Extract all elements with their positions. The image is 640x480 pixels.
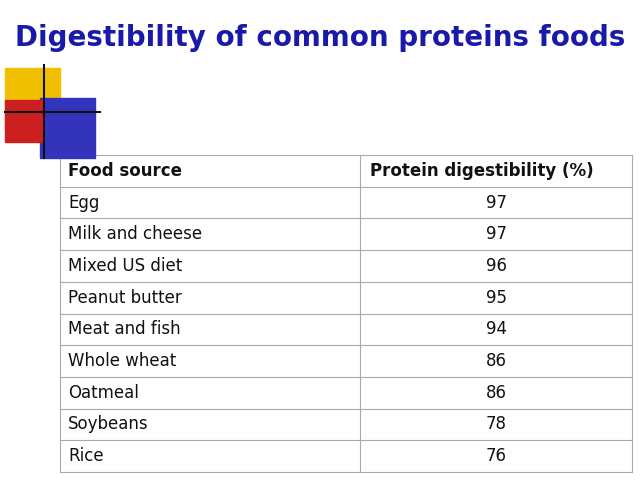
Text: Rice: Rice xyxy=(68,447,104,465)
Bar xyxy=(5,68,60,128)
Text: Protein digestibility (%): Protein digestibility (%) xyxy=(371,162,594,180)
Bar xyxy=(5,100,43,142)
Text: Meat and fish: Meat and fish xyxy=(68,320,180,338)
Text: Mixed US diet: Mixed US diet xyxy=(68,257,182,275)
Text: Egg: Egg xyxy=(68,193,99,212)
Text: 95: 95 xyxy=(486,288,507,307)
Text: Oatmeal: Oatmeal xyxy=(68,384,139,402)
Text: Digestibility of common proteins foods: Digestibility of common proteins foods xyxy=(15,24,625,52)
Text: Milk and cheese: Milk and cheese xyxy=(68,225,202,243)
Text: 97: 97 xyxy=(486,193,507,212)
Bar xyxy=(40,98,95,158)
Text: 94: 94 xyxy=(486,320,507,338)
Text: 86: 86 xyxy=(486,384,507,402)
Text: Whole wheat: Whole wheat xyxy=(68,352,176,370)
Text: Peanut butter: Peanut butter xyxy=(68,288,182,307)
Text: 86: 86 xyxy=(486,352,507,370)
Text: Food source: Food source xyxy=(68,162,182,180)
Text: 96: 96 xyxy=(486,257,507,275)
Text: 78: 78 xyxy=(486,416,507,433)
Text: 97: 97 xyxy=(486,225,507,243)
Text: Soybeans: Soybeans xyxy=(68,416,148,433)
Text: 76: 76 xyxy=(486,447,507,465)
